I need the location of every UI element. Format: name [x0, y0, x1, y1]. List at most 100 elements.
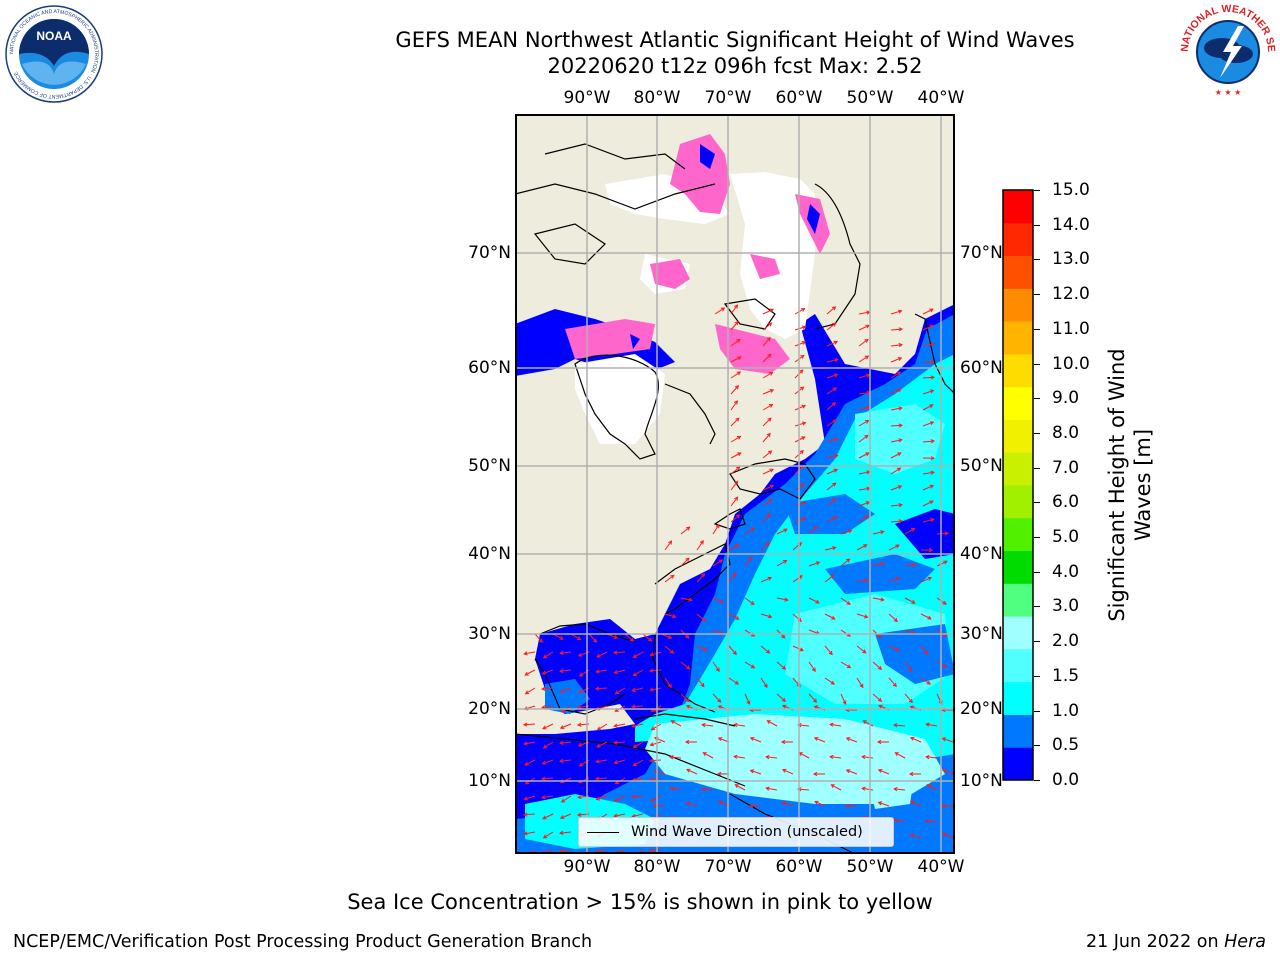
wave-arrow: [877, 801, 890, 807]
wave-arrow: [814, 800, 826, 807]
wave-arrow: [858, 324, 870, 331]
wave-arrow: [762, 353, 772, 363]
colorbar-tick-mark: [1034, 224, 1040, 226]
sea-ice-areas: [565, 134, 830, 444]
wave-arrow: [559, 650, 572, 655]
wave-arrow: [862, 720, 874, 727]
wave-arrow: [909, 800, 922, 807]
wave-arrow: [728, 677, 740, 685]
wave-arrow: [762, 308, 774, 315]
wave-arrow: [890, 503, 903, 508]
wave-arrow: [840, 558, 851, 567]
wave-arrow: [728, 572, 737, 583]
wave-arrow: [796, 787, 810, 792]
wave-arrow: [858, 452, 870, 459]
wave-arrow: [524, 687, 536, 695]
wave-arrow: [612, 740, 626, 745]
svg-text:★ ★ ★: ★ ★ ★: [1215, 88, 1242, 97]
wave-arrow: [904, 527, 916, 535]
colorbar-tick-mark: [1034, 710, 1040, 712]
wave-arrow: [664, 645, 675, 654]
wave-arrow: [762, 336, 771, 347]
wave-arrow: [595, 795, 608, 801]
wave-arrow: [794, 501, 807, 507]
wave-arrow: [762, 432, 771, 443]
wave-arrow: [922, 342, 935, 347]
colorbar-segment: [1003, 616, 1033, 650]
wave-arrow: [904, 597, 916, 604]
wave-arrow: [649, 741, 662, 747]
wave-arrow: [890, 467, 902, 475]
wave-arrow: [872, 661, 883, 670]
colorbar-tick-label: 14.0: [1052, 214, 1090, 235]
wave-arrow: [890, 388, 902, 395]
colorbar-label: Significant Height of Wind Waves [m]: [1105, 348, 1155, 622]
colorbar-tick-mark: [1034, 606, 1040, 608]
wave-arrow: [594, 776, 608, 781]
colorbar-tick-mark: [1034, 745, 1040, 747]
lat-label-right: 30°N: [960, 624, 1003, 644]
wave-arrow: [890, 406, 903, 411]
colorbar-segment: [1003, 583, 1033, 617]
wave-arrow: [762, 498, 773, 507]
wave-arrow: [890, 452, 902, 459]
wave-arrow: [630, 704, 644, 709]
wave-arrow: [614, 795, 626, 802]
wave-arrow: [669, 786, 682, 791]
lon-label-bottom: 70°W: [704, 857, 752, 877]
colorbar-tick-label: 12.0: [1052, 284, 1090, 305]
footer-date-text: 21 Jun 2022 on: [1085, 932, 1225, 952]
wave-arrow: [890, 485, 903, 491]
wave-arrow: [559, 723, 572, 729]
wave-arrow: [522, 812, 536, 817]
wave-arrow: [559, 740, 572, 745]
wave-arrow: [760, 677, 768, 689]
colorbar-tick-mark: [1034, 328, 1040, 330]
wave-arrow: [728, 613, 740, 620]
colorbar-tick-label: 0.0: [1052, 770, 1080, 790]
wave-arrow: [714, 307, 726, 315]
wave-arrow: [541, 669, 554, 675]
colorbar-tick-label: 5.0: [1052, 527, 1080, 548]
wave-arrow: [920, 677, 931, 685]
colorbar-segment: [1003, 288, 1033, 322]
wave-arrow: [890, 309, 903, 315]
lat-label-right: 60°N: [960, 358, 1003, 378]
wave-arrow: [824, 677, 836, 685]
lat-label-right: 40°N: [960, 544, 1003, 564]
wave-arrow: [734, 784, 746, 791]
lon-label-top: 40°W: [917, 88, 965, 108]
wave-arrow: [559, 668, 572, 674]
wave-arrow: [680, 597, 693, 602]
wave-arrow: [730, 304, 739, 315]
colorbar-tick-mark: [1034, 259, 1040, 261]
wave-arrow: [730, 435, 742, 443]
wave-arrow: [888, 645, 900, 652]
colorbar-segment: [1003, 550, 1033, 584]
wave-arrow: [648, 668, 662, 673]
wave-arrow: [858, 338, 869, 347]
wave-arrow: [684, 739, 697, 745]
wave-arrow: [858, 434, 869, 443]
wave-arrow: [570, 633, 582, 641]
wave-arrow: [922, 500, 934, 507]
wave-arrow: [780, 739, 793, 745]
wave-arrow: [794, 517, 807, 523]
wave-arrow: [686, 768, 698, 775]
colorbar-tick-mark: [1034, 190, 1040, 191]
wave-arrow: [730, 371, 742, 379]
wave-arrow: [872, 561, 885, 567]
colorbar-tick-label: 8.0: [1052, 422, 1080, 443]
wave-arrow: [744, 527, 756, 535]
wave-arrow: [702, 752, 714, 759]
wave-arrow: [523, 741, 536, 746]
wave-arrow: [652, 803, 666, 808]
colorbar-tick-label: 9.0: [1052, 388, 1080, 409]
wave-arrow: [920, 645, 929, 656]
wave-arrow: [760, 613, 773, 619]
wave-arrow: [826, 387, 838, 395]
wave-arrow: [781, 801, 794, 807]
wave-arrow: [909, 736, 922, 743]
lat-label-left: 40°N: [468, 544, 511, 564]
wave-arrow: [826, 482, 837, 491]
